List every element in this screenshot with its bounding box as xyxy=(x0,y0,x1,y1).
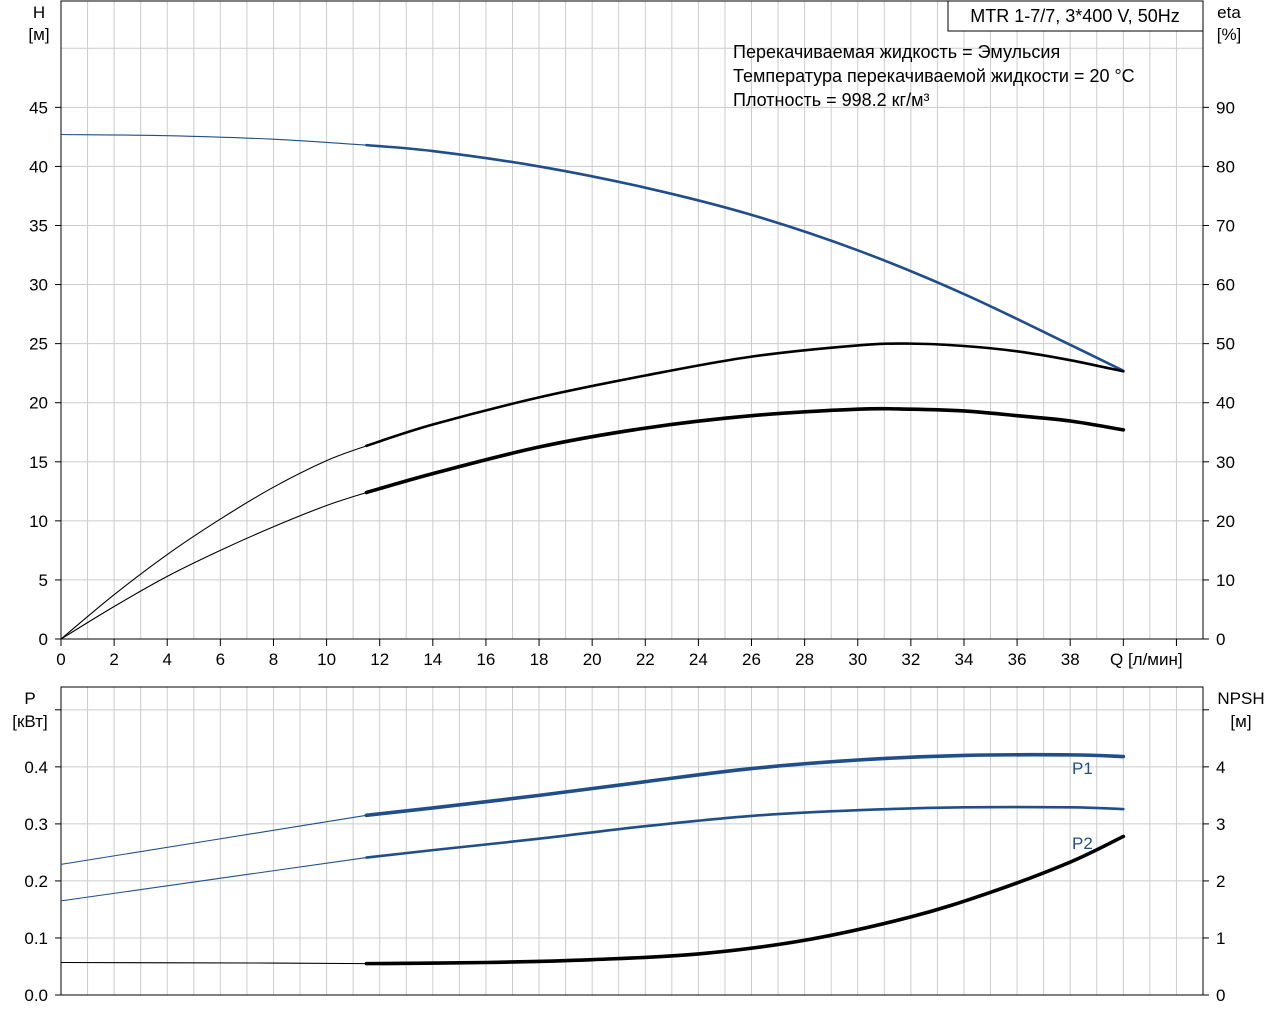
bottom-grid xyxy=(61,687,1203,995)
h-tick-label: 35 xyxy=(29,216,48,235)
p-tick-label: 0.1 xyxy=(24,929,48,948)
series-h xyxy=(365,143,1125,373)
x-tick-label: 8 xyxy=(269,650,278,669)
x-tick-label: 20 xyxy=(583,650,602,669)
eta-axis-symbol: eta xyxy=(1217,3,1241,22)
h-tick-label: 20 xyxy=(29,394,48,413)
series-npsh-extrapolated xyxy=(60,961,367,965)
h-tick-label: 30 xyxy=(29,276,48,295)
top-panel: 0 2 4 6 8 10 12 14 16 18 20 22 24 26 28 30 32 34 36 3805101… xyxy=(28,0,1242,669)
npsh-axis-symbol: NPSH xyxy=(1217,689,1264,708)
info-line-temperature: Температура перекачиваемой жидкости = 20… xyxy=(733,66,1135,86)
h-tick-label: 0 xyxy=(39,630,48,649)
eta-axis-unit: [%] xyxy=(1217,25,1242,44)
x-tick-label: 36 xyxy=(1008,650,1027,669)
bottom-panel: 0.0 0.1 0.2 0.3 0.4 0 1 2 3 4 P [кВт] NPSH [м] P1… xyxy=(12,686,1265,1005)
series-eta-pump-extrapolated xyxy=(60,445,367,640)
x-tick-label: 2 xyxy=(109,650,118,669)
h-axis-symbol: H xyxy=(33,3,45,22)
x-tick-label: 14 xyxy=(423,650,442,669)
x-tick-label: 30 xyxy=(848,650,867,669)
info-line-fluid: Перекачиваемая жидкость = Эмульсия xyxy=(733,42,1060,62)
p1-series-label: P1 xyxy=(1072,759,1093,778)
series-p2 xyxy=(365,805,1125,859)
x-tick-label: 34 xyxy=(955,650,974,669)
h-tick-label: 5 xyxy=(39,571,48,590)
npsh-tick-label: 4 xyxy=(1216,758,1225,777)
x-tick-label: 18 xyxy=(530,650,549,669)
h-axis-unit: [м] xyxy=(28,25,49,44)
x-tick-label: 38 xyxy=(1061,650,1080,669)
top-plot-frame xyxy=(60,0,1204,640)
series-p1-extrapolated xyxy=(60,814,367,865)
x-tick-label: 6 xyxy=(216,650,225,669)
eta-tick-label: 10 xyxy=(1216,571,1235,590)
x-tick-label: 28 xyxy=(795,650,814,669)
p-tick-label: 0.0 xyxy=(24,986,48,1005)
eta-tick-label: 90 xyxy=(1216,98,1235,117)
npsh-tick-label: 1 xyxy=(1216,929,1225,948)
x-tick-label: 26 xyxy=(742,650,761,669)
bottom-series xyxy=(60,752,1126,966)
p-axis-unit: [кВт] xyxy=(12,712,47,731)
eta-tick-label: 30 xyxy=(1216,453,1235,472)
x-tick-label: 12 xyxy=(370,650,389,669)
title-box xyxy=(947,0,1204,32)
top-tick-labels: 0 2 4 6 8 10 12 14 16 18 20 22 24 26 28 30 32 34 36 3805101… xyxy=(29,98,1235,669)
series-eta-total-extrapolated xyxy=(60,491,367,640)
p-tick-label: 0.2 xyxy=(24,872,48,891)
series-eta-pump xyxy=(365,342,1125,448)
x-tick-label: 0 xyxy=(56,650,65,669)
npsh-tick-label: 0 xyxy=(1216,986,1225,1005)
x-tick-label: 16 xyxy=(476,650,495,669)
h-tick-label: 45 xyxy=(29,98,48,117)
series-p2-extrapolated xyxy=(60,856,367,902)
eta-tick-label: 60 xyxy=(1216,276,1235,295)
series-eta-total xyxy=(364,406,1126,495)
bottom-plot-frame xyxy=(60,686,1204,996)
h-tick-label: 10 xyxy=(29,512,48,531)
npsh-tick-label: 2 xyxy=(1216,872,1225,891)
x-tick-label: 4 xyxy=(162,650,171,669)
npsh-tick-label: 3 xyxy=(1216,815,1225,834)
q-axis-label: Q [л/мин] xyxy=(1110,650,1183,669)
x-tick-label: 24 xyxy=(689,650,708,669)
series-npsh xyxy=(364,834,1126,966)
x-tick-label: 10 xyxy=(317,650,336,669)
x-tick-label: 22 xyxy=(636,650,655,669)
series-p1 xyxy=(364,752,1126,818)
eta-tick-label: 20 xyxy=(1216,512,1235,531)
p2-series-label: P2 xyxy=(1072,834,1093,853)
p-axis-symbol: P xyxy=(24,689,35,708)
eta-tick-label: 80 xyxy=(1216,157,1235,176)
h-tick-label: 40 xyxy=(29,157,48,176)
top-grid xyxy=(61,1,1203,639)
h-tick-label: 15 xyxy=(29,453,48,472)
npsh-axis-unit: [м] xyxy=(1230,712,1251,731)
p-tick-label: 0.4 xyxy=(24,758,48,777)
p-tick-label: 0.3 xyxy=(24,815,48,834)
eta-tick-label: 0 xyxy=(1216,630,1225,649)
top-series xyxy=(60,133,1126,640)
eta-tick-label: 50 xyxy=(1216,335,1235,354)
bottom-tick-labels: 0.0 0.1 0.2 0.3 0.4 0 1 2 3 4 xyxy=(24,709,1225,1005)
info-line-density: Плотность = 998.2 кг/м³ xyxy=(733,90,929,110)
x-tick-label: 32 xyxy=(901,650,920,669)
chart-title: MTR 1-7/7, 3*400 V, 50Hz xyxy=(970,6,1179,26)
eta-tick-label: 70 xyxy=(1216,216,1235,235)
eta-tick-label: 40 xyxy=(1216,394,1235,413)
h-tick-label: 25 xyxy=(29,335,48,354)
series-h-extrapolated xyxy=(60,133,367,146)
